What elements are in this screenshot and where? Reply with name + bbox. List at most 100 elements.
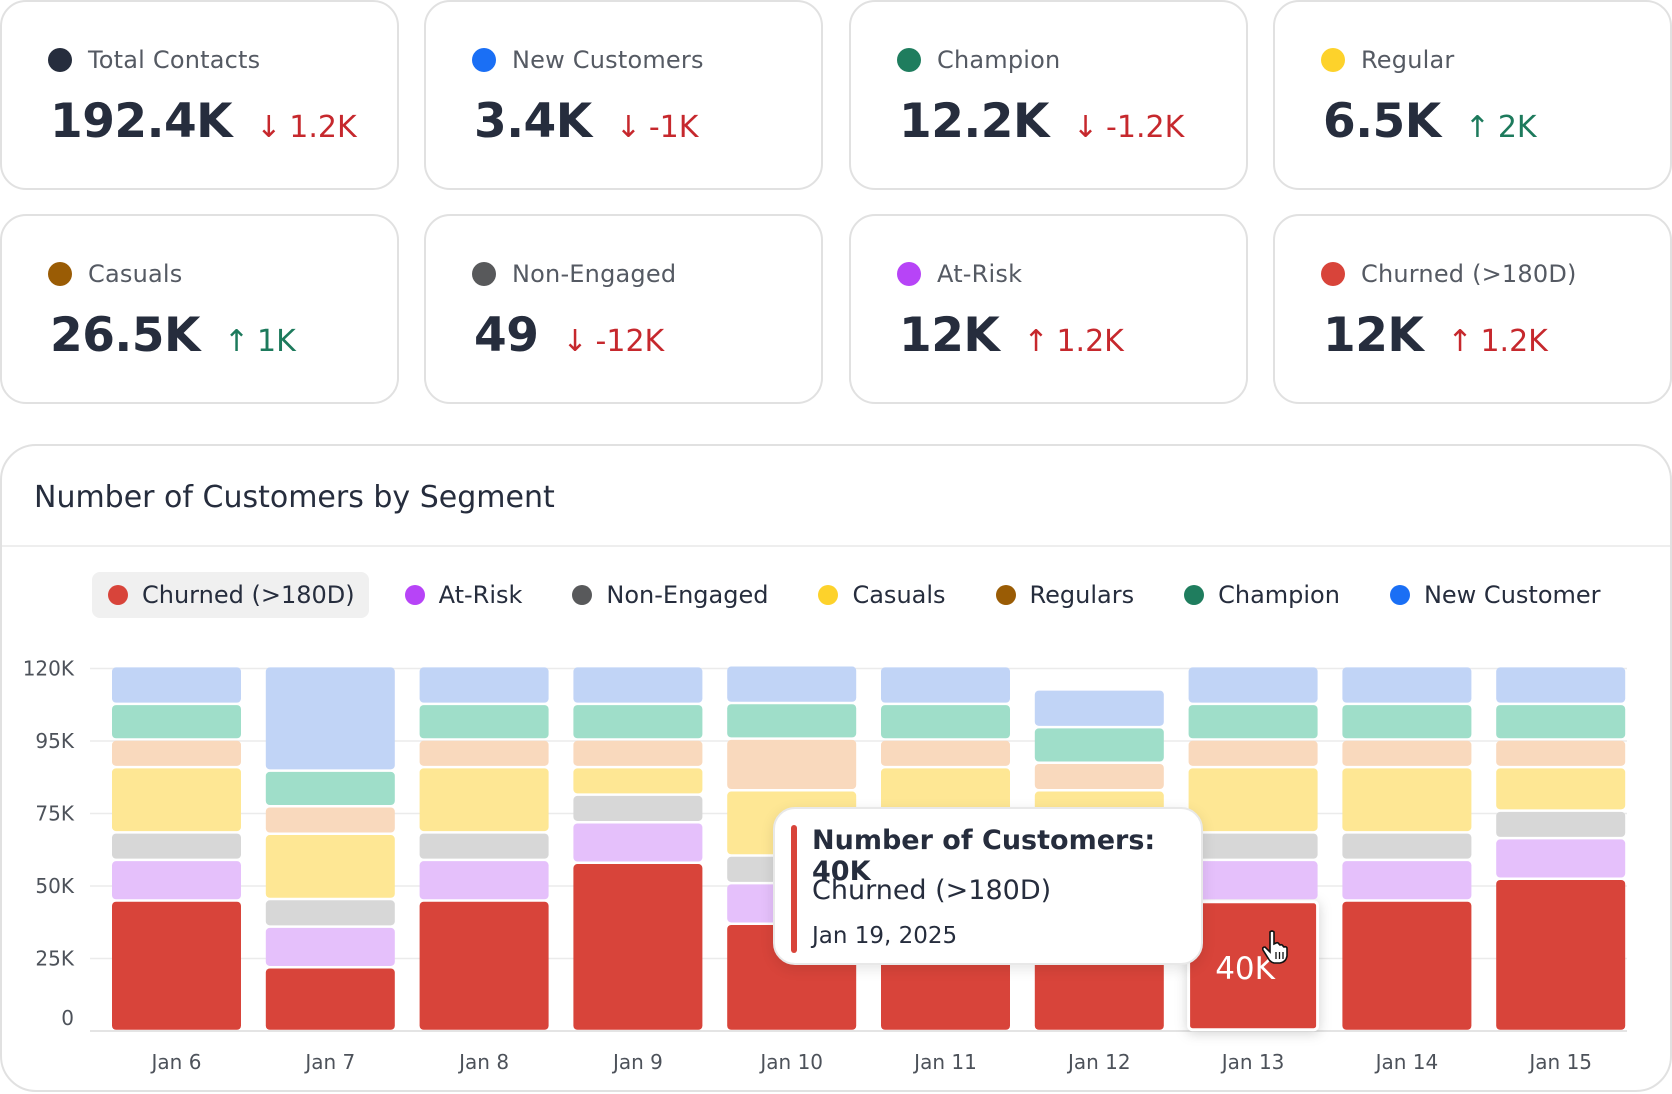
bar-segment-churned-180d[interactable]: [573, 864, 703, 1030]
bar-segment-regulars[interactable]: [573, 740, 703, 766]
legend-item[interactable]: Regulars: [980, 572, 1149, 618]
legend-item[interactable]: Champion: [1168, 572, 1354, 618]
kpi-color-dot: [897, 262, 921, 286]
bar-segment-new-customer[interactable]: [112, 667, 241, 703]
kpi-card[interactable]: Churned (>180D) 12K ↑ 1.2K: [1273, 214, 1672, 404]
bar-segment-champion[interactable]: [112, 705, 241, 739]
bar-segment-non-engaged[interactable]: [112, 833, 241, 859]
bar-segment-champion[interactable]: [1034, 728, 1164, 762]
bar-segment-regulars[interactable]: [881, 740, 1010, 766]
bar-segment-regulars[interactable]: [419, 740, 549, 766]
kpi-card[interactable]: New Customers 3.4K ↓ -1K: [424, 0, 823, 190]
bar-segment-champion[interactable]: [1496, 705, 1626, 739]
bar-segment-regulars[interactable]: [112, 740, 241, 766]
kpi-card[interactable]: Regular 6.5K ↑ 2K: [1273, 0, 1672, 190]
bar-segment-non-engaged[interactable]: [1188, 833, 1318, 859]
bar-segment-non-engaged[interactable]: [265, 900, 395, 926]
kpi-label: New Customers: [512, 46, 704, 74]
arrow-up-icon: ↑: [1023, 324, 1049, 359]
bar-segment-at-risk[interactable]: [419, 861, 549, 900]
arrow-down-icon: ↓: [562, 324, 588, 359]
bar-segment-non-engaged[interactable]: [1342, 833, 1472, 859]
kpi-card[interactable]: Non-Engaged 49 ↓ -12K: [424, 214, 823, 404]
bar-segment-champion[interactable]: [419, 705, 549, 739]
legend-item[interactable]: At-Risk: [389, 572, 537, 618]
segment-chart-card: Number of Customers by Segment Churned (…: [0, 444, 1672, 1092]
arrow-down-icon: ↓: [1072, 110, 1099, 145]
arrow-up-icon: ↑: [1464, 110, 1490, 145]
bar-segment-regulars[interactable]: [1188, 740, 1318, 766]
kpi-delta-value: 1.2K: [289, 110, 357, 145]
bar-segment-regulars[interactable]: [265, 807, 395, 833]
bar-segment-new-customer[interactable]: [573, 667, 703, 703]
bar-segment-churned-180d[interactable]: [1342, 901, 1472, 1030]
bar-segment-casuals[interactable]: [1188, 768, 1318, 832]
bar-segment-champion[interactable]: [573, 705, 703, 739]
bar-segment-new-customer[interactable]: [1034, 690, 1164, 726]
arrow-down-icon: ↓: [615, 110, 641, 145]
bar-segment-casuals[interactable]: [1342, 768, 1472, 832]
legend-color-dot: [995, 585, 1016, 605]
bar-segment-churned-180d[interactable]: [112, 901, 241, 1030]
bar-segment-new-customer[interactable]: [1496, 667, 1626, 703]
legend-color-dot: [818, 585, 839, 605]
kpi-delta: ↑ 1.2K: [1023, 324, 1124, 359]
bar-segment-regulars[interactable]: [727, 739, 857, 790]
bar-segment-non-engaged[interactable]: [419, 833, 549, 859]
bar-segment-at-risk[interactable]: [112, 861, 241, 900]
bar-segment-regulars[interactable]: [1034, 764, 1164, 790]
kpi-delta-value: 1.2K: [1480, 324, 1548, 359]
bar-segment-new-customer[interactable]: [881, 667, 1010, 703]
legend-item[interactable]: Casuals: [802, 572, 959, 618]
kpi-card[interactable]: Total Contacts 192.4K ↓ 1.2K: [0, 0, 399, 190]
kpi-delta: ↓ -12K: [562, 324, 664, 359]
legend-color-dot: [404, 585, 425, 605]
legend-item[interactable]: Churned (>180D): [92, 572, 369, 618]
bar-segment-at-risk[interactable]: [1496, 839, 1626, 878]
bar-segment-churned-180d[interactable]: [265, 968, 395, 1030]
kpi-card[interactable]: At-Risk 12K ↑ 1.2K: [849, 214, 1248, 404]
bar-segment-at-risk[interactable]: [1342, 861, 1472, 900]
kpi-label: Champion: [937, 46, 1061, 74]
bar-segment-new-customer[interactable]: [727, 666, 857, 702]
y-tick-label: 25K: [35, 947, 74, 971]
bar-segment-non-engaged[interactable]: [573, 795, 703, 821]
bar-segment-churned-180d[interactable]: [1187, 900, 1320, 1032]
bar-segment-champion[interactable]: [1188, 705, 1318, 739]
y-tick-label: 0: [61, 1006, 74, 1030]
bar-segment-new-customer[interactable]: [419, 667, 549, 703]
bar-segment-champion[interactable]: [265, 771, 395, 805]
bar-segment-regulars[interactable]: [1342, 740, 1472, 766]
bar-data-label: 40K: [1215, 951, 1275, 987]
bar-segment-casuals[interactable]: [265, 835, 395, 898]
bar-segment-champion[interactable]: [727, 704, 857, 738]
kpi-label-row: At-Risk: [897, 260, 1022, 288]
kpi-value: 192.4K: [50, 94, 233, 149]
bar-segment-new-customer[interactable]: [1188, 667, 1318, 703]
x-tick-label: Jan 11: [912, 1050, 977, 1074]
bar-segment-champion[interactable]: [1342, 705, 1472, 739]
kpi-card[interactable]: Champion 12.2K ↓ -1.2K: [849, 0, 1248, 190]
bar-segment-new-customer[interactable]: [1342, 667, 1472, 703]
kpi-card[interactable]: Casuals 26.5K ↑ 1K: [0, 214, 399, 404]
bar-segment-champion[interactable]: [881, 705, 1010, 739]
bar-segment-non-engaged[interactable]: [1496, 811, 1626, 837]
bar-segment-casuals[interactable]: [419, 768, 549, 832]
legend-color-dot: [1184, 585, 1205, 605]
bar-segment-at-risk[interactable]: [1188, 861, 1318, 900]
kpi-delta-value: 2K: [1497, 110, 1537, 145]
kpi-delta-value: -1K: [648, 110, 699, 145]
legend-item[interactable]: Non-Engaged: [556, 572, 782, 618]
tooltip-title: Number of Customers: 40K: [812, 825, 1156, 887]
bar-segment-regulars[interactable]: [1496, 740, 1626, 766]
bar-segment-casuals[interactable]: [1496, 768, 1626, 810]
bar-segment-casuals[interactable]: [112, 768, 241, 832]
bar-segment-at-risk[interactable]: [265, 927, 395, 966]
bar-segment-at-risk[interactable]: [573, 823, 703, 862]
bar-segment-churned-180d[interactable]: [1496, 880, 1626, 1030]
bar-segment-new-customer[interactable]: [265, 667, 395, 770]
bar-segment-churned-180d[interactable]: [419, 901, 549, 1030]
bar-segment-casuals[interactable]: [573, 768, 703, 794]
legend-item[interactable]: New Customer: [1374, 572, 1615, 618]
y-tick-label: 50K: [35, 874, 74, 898]
